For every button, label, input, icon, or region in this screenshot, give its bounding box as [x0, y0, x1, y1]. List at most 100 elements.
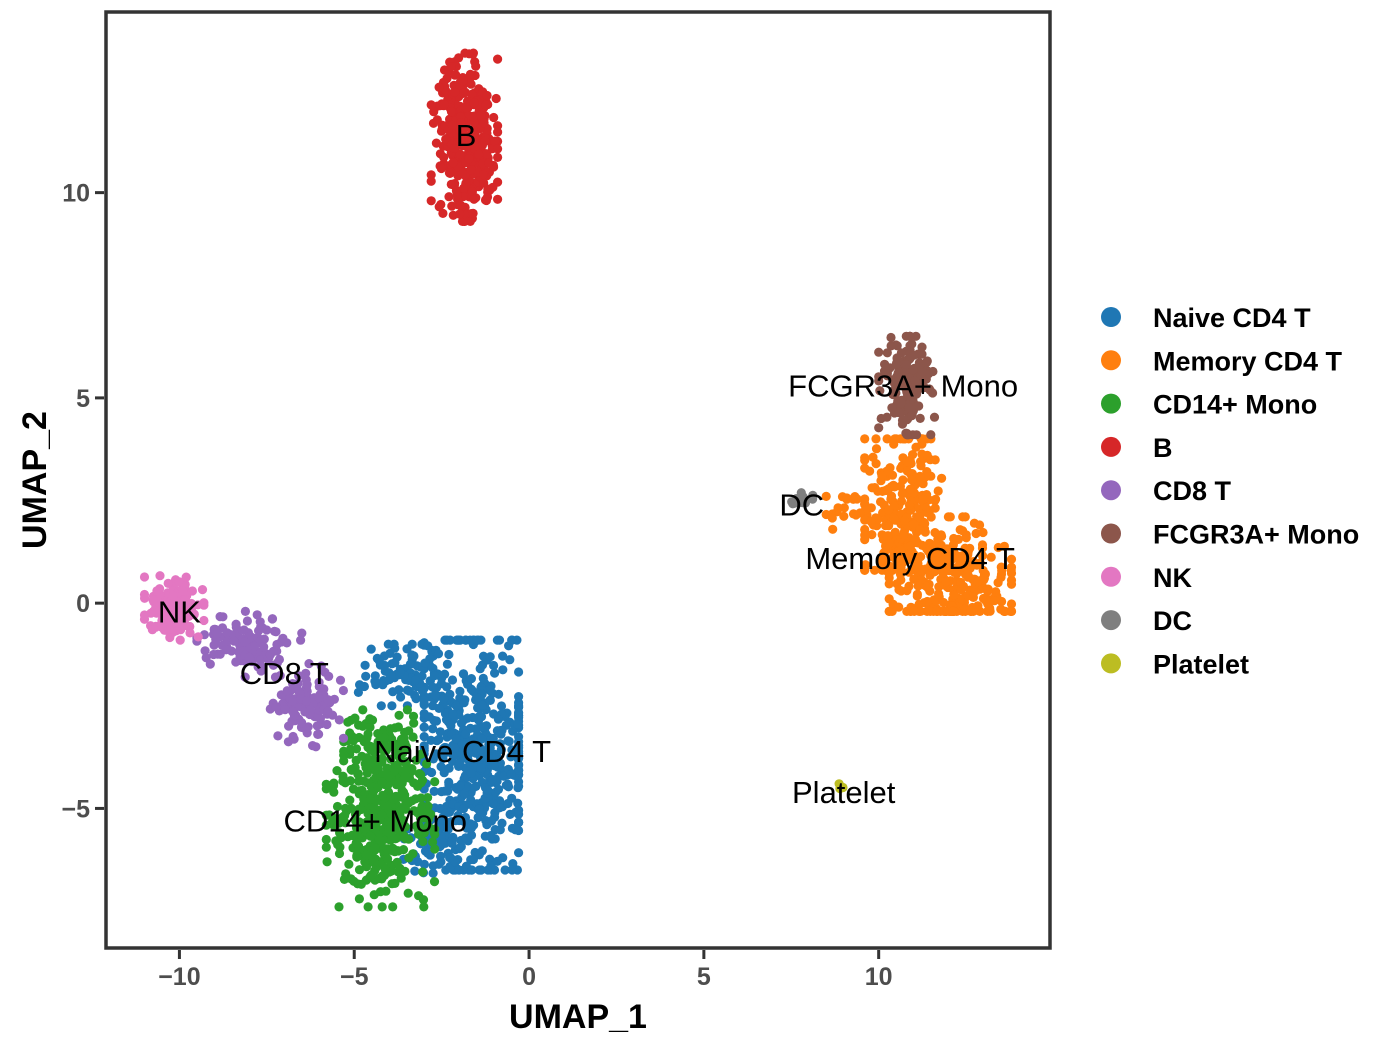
data-point	[293, 678, 303, 689]
data-point	[445, 853, 455, 863]
data-point	[371, 772, 381, 782]
data-point	[908, 365, 918, 375]
data-point	[411, 694, 421, 704]
data-point	[433, 649, 444, 659]
data-point	[221, 645, 231, 655]
data-point	[439, 694, 449, 704]
data-point	[354, 894, 364, 904]
data-point	[272, 658, 282, 668]
data-point	[916, 461, 926, 471]
data-point	[418, 836, 428, 847]
data-point	[900, 516, 910, 526]
data-point	[391, 791, 401, 802]
data-point	[466, 674, 476, 684]
data-point	[833, 503, 843, 513]
data-point	[486, 861, 496, 871]
data-point	[455, 209, 465, 219]
data-point	[884, 606, 894, 617]
y-axis-title: UMAP_2	[16, 411, 54, 549]
data-point	[402, 685, 412, 695]
data-point	[904, 500, 915, 510]
data-point	[181, 572, 191, 582]
data-point	[419, 741, 429, 751]
data-point	[888, 552, 898, 562]
data-point	[886, 494, 896, 504]
data-point	[871, 444, 882, 454]
data-point	[259, 642, 269, 652]
data-point	[469, 98, 479, 108]
data-point	[312, 721, 322, 731]
data-point	[910, 534, 921, 544]
data-point	[894, 585, 904, 595]
data-point	[911, 442, 921, 452]
data-point	[296, 635, 306, 645]
data-point	[474, 693, 484, 703]
data-point	[288, 696, 298, 706]
data-point	[411, 794, 421, 804]
legend-label: CD14+ Mono	[1153, 390, 1317, 420]
data-point	[922, 596, 932, 607]
data-point	[938, 597, 949, 608]
data-point	[418, 895, 429, 905]
data-point	[909, 519, 919, 530]
data-point	[477, 734, 487, 744]
data-point	[419, 695, 429, 705]
data-point	[468, 208, 478, 218]
x-axis-title: UMAP_1	[509, 998, 647, 1036]
data-point	[459, 789, 470, 799]
data-point	[369, 858, 379, 868]
data-point	[338, 776, 348, 786]
data-point	[379, 733, 390, 743]
data-point	[443, 786, 453, 796]
data-point	[474, 804, 484, 815]
data-point	[407, 639, 417, 649]
data-point	[297, 718, 307, 728]
data-point	[358, 705, 368, 715]
data-point	[917, 367, 928, 377]
data-point	[346, 803, 356, 813]
data-point	[420, 658, 430, 668]
data-point	[311, 742, 321, 752]
data-point	[426, 100, 436, 110]
data-point	[434, 82, 444, 92]
data-point	[426, 170, 436, 180]
data-point	[365, 714, 375, 724]
data-point	[893, 368, 903, 378]
data-point	[865, 466, 875, 476]
data-point	[909, 606, 919, 617]
x-tick-label: 10	[865, 963, 893, 991]
data-point	[256, 666, 266, 676]
x-axis: −10 −5 0 5 10	[158, 950, 893, 991]
data-point	[463, 743, 473, 753]
data-point	[912, 591, 922, 601]
data-point	[899, 551, 909, 561]
data-point	[514, 707, 524, 718]
data-point	[254, 626, 264, 636]
data-point	[886, 332, 896, 343]
data-point	[513, 719, 523, 730]
data-point	[484, 685, 495, 695]
data-point	[919, 382, 930, 393]
data-point	[409, 778, 419, 788]
data-point	[360, 857, 370, 867]
data-point	[894, 407, 904, 418]
data-point	[180, 594, 190, 605]
data-point	[199, 598, 209, 608]
data-point	[476, 744, 486, 754]
data-point	[460, 753, 470, 763]
data-point	[496, 745, 506, 755]
data-point	[187, 586, 197, 596]
points-layer	[139, 48, 1017, 912]
data-point	[231, 657, 241, 667]
data-point	[294, 671, 304, 681]
y-tick-label: 5	[76, 385, 90, 413]
data-point	[468, 112, 478, 122]
data-point	[275, 671, 285, 681]
data-point	[451, 70, 461, 80]
data-point	[388, 902, 398, 912]
data-point	[416, 770, 426, 780]
data-point	[860, 535, 870, 545]
data-point	[917, 342, 927, 352]
data-point	[428, 724, 438, 734]
data-point	[408, 711, 419, 721]
